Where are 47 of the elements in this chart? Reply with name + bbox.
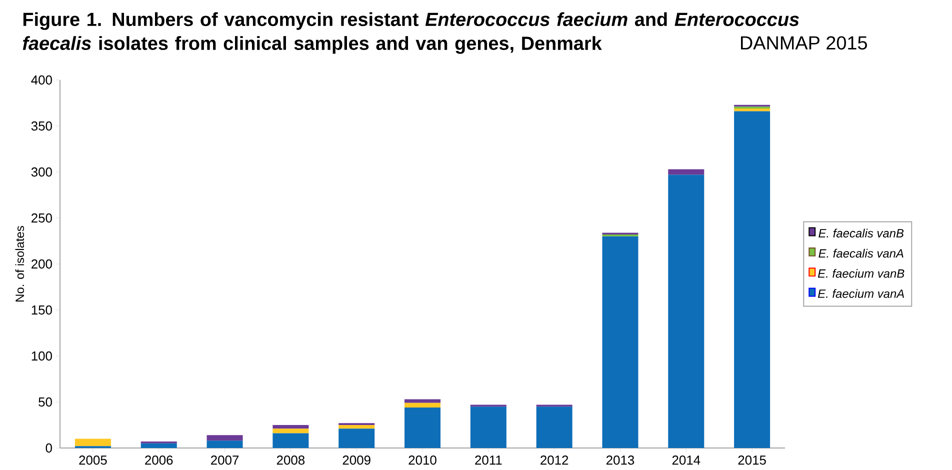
bar (338, 425, 375, 429)
bar (206, 440, 243, 448)
y-tick-label: 0 (46, 443, 52, 453)
legend-label: E. faecalis vanB (818, 228, 904, 238)
bar (734, 111, 770, 448)
bar (206, 435, 243, 441)
bar (668, 169, 704, 175)
bar (140, 443, 177, 448)
chart-subtitle: DANMAP 2015 (741, 36, 867, 50)
x-tick-label: 2011 (475, 456, 502, 465)
bar (74, 438, 111, 446)
x-tick-label: 2013 (606, 456, 634, 465)
x-tick-label: 2012 (540, 456, 568, 465)
y-tick-label: 400 (31, 75, 52, 85)
bar (272, 433, 309, 448)
y-tick-label: 150 (32, 305, 52, 315)
legend-label: E. faecium vanA (818, 289, 904, 298)
bar (338, 428, 375, 448)
legend-label: E. faecium vanB (818, 269, 904, 278)
bar (404, 408, 441, 448)
bar (734, 108, 770, 112)
y-tick-label: 50 (38, 397, 52, 407)
x-tick-label: 2014 (672, 456, 700, 465)
x-tick-label: 2009 (342, 456, 370, 465)
y-tick-label: 250 (32, 213, 52, 223)
x-tick-label: 2006 (145, 456, 173, 465)
chart-title: Figure 1. Numbers of vancomycin resistant Enterococcus faecium and Enterococcus (23, 12, 799, 30)
y-axis-title: No. of isolates (15, 226, 24, 302)
bar (470, 406, 506, 448)
y-tick-label: 100 (32, 351, 52, 361)
y-tick-label: 350 (31, 121, 52, 131)
bar (536, 406, 572, 448)
bar (404, 402, 441, 408)
legend-label: E. faecalis vanA (818, 248, 904, 258)
x-tick-label: 2015 (738, 456, 766, 465)
bar (272, 428, 309, 434)
x-tick-label: 2010 (408, 456, 436, 465)
x-tick-label: 2007 (211, 456, 239, 465)
y-tick-label: 300 (31, 167, 52, 177)
bar (404, 399, 441, 403)
x-tick-label: 2005 (79, 456, 107, 465)
bar (602, 236, 638, 448)
chart-title: faecalis isolates from clinical samples and van genes, Denmark (22, 36, 602, 54)
y-tick-label: 200 (32, 259, 52, 269)
x-tick-label: 2008 (276, 456, 305, 465)
bar (272, 425, 309, 429)
bar (668, 174, 704, 448)
